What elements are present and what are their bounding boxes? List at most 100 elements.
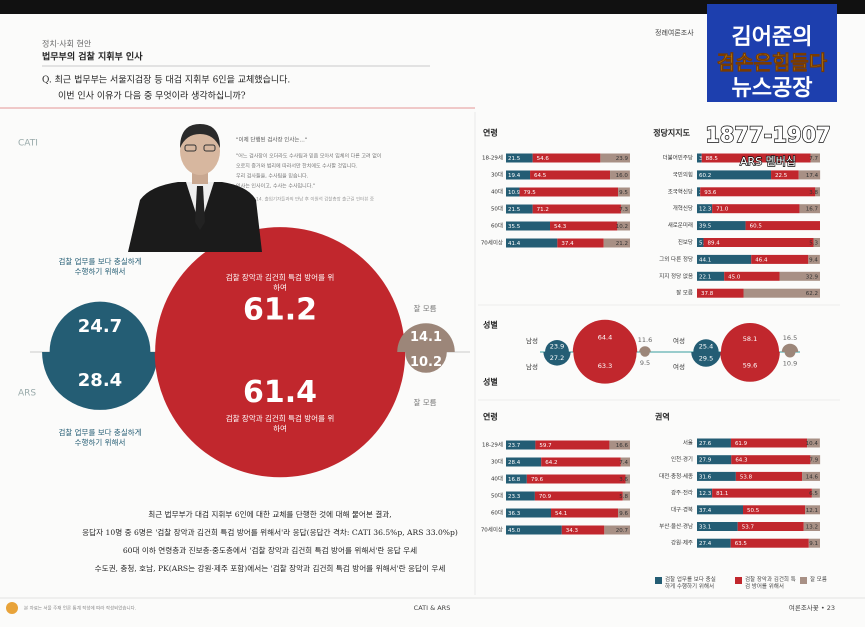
bar-value: 46.4 <box>755 257 768 263</box>
bubble-value: 9.5 <box>640 359 650 367</box>
chart-title: 권역 <box>655 412 670 422</box>
bar-value: 36.3 <box>508 511 521 517</box>
category-label: 18-29세 <box>482 154 503 162</box>
bar-value: 61.9 <box>735 441 748 447</box>
bar-segment <box>535 440 610 450</box>
bar-value: 64.3 <box>735 458 748 464</box>
bar-value: 5.3 <box>809 241 818 247</box>
bar-segment <box>506 221 551 231</box>
bar-value: 7.7 <box>809 156 818 162</box>
bubble-value: 29.5 <box>699 355 713 363</box>
bar-value: 71.0 <box>716 207 729 213</box>
category-label: 30대 <box>491 171 503 179</box>
category-label: 진보당 <box>678 238 693 246</box>
bubble-value: 61.4 <box>243 375 317 410</box>
bubble-label: 검찰 업무를 보다 충실하게 수행하기 위해서 <box>58 428 142 447</box>
summary-line: 수도권, 충청, 호남, PK(ARS는 강원·제주 포함)에서는 '검찰 장악… <box>95 563 446 573</box>
category-label: 서울 <box>683 439 693 447</box>
bar-value: 33.1 <box>699 525 711 531</box>
bar-segment <box>506 508 552 518</box>
bar-segment <box>798 170 821 180</box>
category-label: 부산·울산·경남 <box>659 522 693 530</box>
bar-segment <box>697 522 738 531</box>
running-head: 정례여론조사 <box>655 28 694 37</box>
chart-title: 연령 <box>483 412 498 422</box>
category-label: 잘 모름 <box>676 289 693 297</box>
legend-swatch <box>800 577 807 584</box>
bar-segment <box>541 457 621 467</box>
bar-segment <box>712 204 800 214</box>
bubble-label: 잘 모름 <box>413 398 437 407</box>
question: 이번 인사 이유가 다음 중 무엇이라 생각하십니까? <box>58 90 246 102</box>
bar-segment <box>697 221 746 231</box>
bar-segment <box>743 288 820 298</box>
bar-value: 7.9 <box>809 458 818 464</box>
bar-segment <box>530 170 611 180</box>
bar-segment <box>519 187 619 197</box>
chart-title: 성별 <box>483 320 498 330</box>
quote-line: 우리 검사들을, 수사팀을 믿습니다. <box>236 173 309 180</box>
bubble <box>572 319 638 352</box>
category-label: 광주·전라 <box>671 489 693 497</box>
bar-segment <box>506 187 520 197</box>
chart-title: 성별 <box>483 377 498 387</box>
quote-title: "이제 단행된 검사장 인사는…" <box>236 136 307 144</box>
bubble <box>720 322 780 352</box>
category-label: 그외 다른 정당 <box>659 255 693 263</box>
bubble <box>155 227 405 352</box>
summary-line: 최근 법무부가 대검 지휘부 6인에 대한 교체를 단행한 것에 대해 물어본 … <box>148 509 391 519</box>
category-label: 70세이상 <box>481 239 503 247</box>
question: Q. 최근 법무부는 서울지검장 등 대검 지휘부 6인을 교체했습니다. <box>42 74 290 86</box>
bar-value: 12.3 <box>699 207 712 213</box>
bar-value: 9.4 <box>809 257 818 263</box>
bar-value: 9.6 <box>619 511 628 517</box>
bar-value: 88.5 <box>706 156 719 162</box>
bar-value: 54.6 <box>537 156 550 162</box>
bar-segment <box>697 488 713 498</box>
bar-segment <box>697 505 744 515</box>
bar-segment <box>550 221 618 231</box>
method-label: CATI <box>18 139 38 149</box>
group-label: 남성 <box>526 362 538 371</box>
bar-value: 39.5 <box>699 224 712 230</box>
top-bar <box>0 0 865 14</box>
method-label: ARS <box>18 389 36 399</box>
bar-segment <box>808 538 820 548</box>
category-label: 새로운미래 <box>668 221 693 229</box>
bar-value: 21.5 <box>508 207 521 213</box>
bar-segment <box>697 271 725 281</box>
bar-segment <box>813 238 820 247</box>
bar-value: 22.1 <box>699 274 711 280</box>
footer-note: 본 자료는 서울 주재 언론 통계 작성에 따라 작성되었습니다. <box>24 605 136 612</box>
bubble <box>640 352 650 357</box>
bubble-value: 28.4 <box>78 370 122 391</box>
bar-segment <box>532 204 621 214</box>
bar-value: 27.9 <box>699 458 712 464</box>
bubble <box>720 352 780 382</box>
chart-title: 연령 <box>483 128 498 138</box>
bar-value: 22.5 <box>775 173 788 179</box>
bar-segment <box>557 238 604 248</box>
bar-value: 64.2 <box>545 460 557 466</box>
bubble-value: 58.1 <box>743 335 757 343</box>
bar-segment <box>697 438 731 448</box>
bar-value: 54.3 <box>554 224 567 230</box>
bar-segment <box>724 271 780 281</box>
summary-line: 60대 이하 연령층과 진보층·중도층에서 '검찰 장악과 김건희 특검 방어를… <box>123 545 417 555</box>
bar-value: 21.5 <box>508 156 521 162</box>
bar-segment <box>697 288 744 298</box>
bar-segment <box>609 440 630 450</box>
category-label: 대전·충청·세종 <box>659 472 693 480</box>
bar-segment <box>625 474 630 484</box>
bar-value: 89.4 <box>708 241 721 247</box>
bar-segment <box>506 474 527 484</box>
bar-value: 34.3 <box>566 528 579 534</box>
bar-value: 10.9 <box>508 190 521 196</box>
bar-value: 3.8 <box>809 190 818 196</box>
bubble-value: 16.5 <box>783 334 797 342</box>
bar-segment <box>506 525 562 535</box>
category-label: 대구·경북 <box>671 505 693 513</box>
bubble <box>691 352 721 367</box>
bar-value: 5.8 <box>619 494 628 500</box>
